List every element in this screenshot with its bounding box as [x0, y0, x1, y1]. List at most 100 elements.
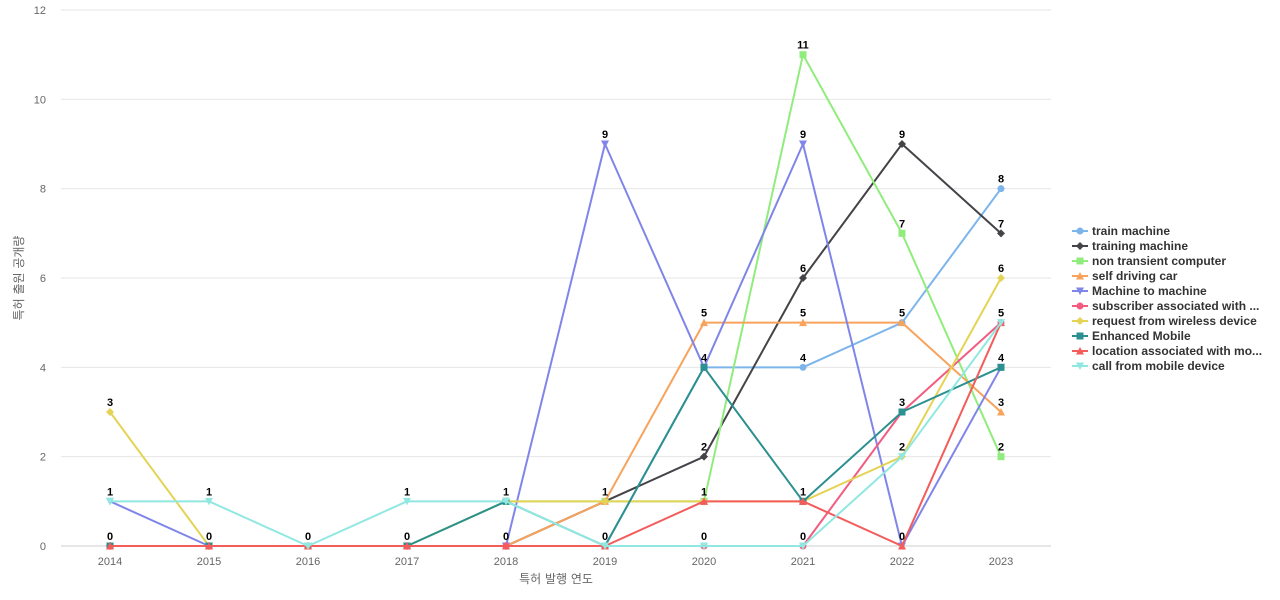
data-label: 4	[800, 352, 807, 364]
legend-item[interactable]: call from mobile device	[1072, 359, 1225, 373]
data-point	[997, 319, 1005, 327]
legend-label: Enhanced Mobile	[1092, 329, 1191, 343]
data-point	[799, 497, 807, 505]
legend-item[interactable]: location associated with mo...	[1072, 344, 1262, 358]
x-tick-label: 2019	[593, 556, 617, 568]
legend-label: subscriber associated with ...	[1092, 299, 1259, 313]
data-point	[502, 497, 510, 506]
data-label: 4	[701, 352, 708, 364]
data-label: 9	[800, 129, 806, 141]
data-label: 1	[404, 486, 410, 498]
data-point	[106, 497, 114, 506]
legend-label: location associated with mo...	[1092, 344, 1262, 358]
legend-item[interactable]: Machine to machine	[1072, 284, 1207, 298]
series-line	[109, 321, 1002, 547]
data-point	[898, 453, 906, 461]
data-point	[304, 542, 312, 550]
legend-label: non transient computer	[1092, 254, 1226, 268]
legend-marker	[1076, 242, 1084, 250]
series-group	[106, 51, 1005, 550]
x-axis-title: 특허 발행 연도	[519, 571, 593, 586]
data-point	[601, 140, 609, 148]
data-label: 0	[404, 531, 410, 543]
data-point	[898, 542, 906, 550]
data-point	[799, 274, 807, 282]
data-label: 2	[998, 442, 1004, 454]
series-7	[106, 274, 1005, 550]
data-label: 1	[701, 486, 707, 498]
series-line	[109, 277, 1002, 547]
legend-item[interactable]: non transient computer	[1072, 254, 1226, 268]
data-point	[799, 140, 807, 148]
data-point	[799, 318, 807, 327]
legend-marker	[1076, 287, 1084, 295]
legend-item[interactable]: training machine	[1072, 239, 1188, 253]
legend-item[interactable]: train machine	[1072, 224, 1170, 238]
grid	[61, 9, 1051, 547]
data-point	[700, 363, 708, 371]
data-label: 5	[998, 308, 1004, 320]
data-label: 0	[107, 531, 113, 543]
data-label: 6	[998, 263, 1004, 275]
legend-marker	[1076, 227, 1084, 235]
x-tick-label: 2018	[494, 556, 518, 568]
data-point	[997, 274, 1005, 282]
data-label: 3	[107, 397, 113, 409]
y-tick-label: 4	[40, 362, 46, 374]
data-point	[700, 542, 708, 550]
data-label: 0	[800, 531, 806, 543]
series-line	[109, 143, 1002, 547]
data-label: 0	[899, 531, 905, 543]
series-3	[106, 51, 1005, 550]
data-label: 1	[800, 486, 806, 498]
data-point	[403, 542, 411, 550]
data-point	[700, 497, 708, 505]
data-point	[997, 408, 1005, 416]
data-label: 4	[998, 352, 1005, 364]
legend-item[interactable]: Enhanced Mobile	[1072, 329, 1191, 343]
data-point	[997, 453, 1005, 461]
series-line	[109, 321, 1002, 547]
data-label: 0	[305, 531, 311, 543]
data-point	[997, 363, 1005, 371]
legend-item[interactable]: subscriber associated with ...	[1072, 299, 1259, 313]
y-tick-label: 2	[40, 452, 46, 464]
x-tick-label: 2022	[890, 556, 914, 568]
data-point	[799, 51, 807, 59]
data-label: 0	[602, 531, 608, 543]
legend-label: call from mobile device	[1092, 359, 1225, 373]
data-label: 0	[206, 531, 212, 543]
legend-marker	[1076, 272, 1084, 280]
legend-item[interactable]: self driving car	[1072, 269, 1178, 283]
y-tick-label: 8	[40, 184, 46, 196]
series-10	[106, 319, 1005, 550]
y-tick-label: 6	[40, 273, 46, 285]
data-label: 1	[107, 486, 113, 498]
data-point	[997, 185, 1005, 193]
data-label: 6	[800, 263, 806, 275]
data-point	[700, 318, 708, 327]
data-point	[898, 318, 906, 327]
legend-label: request from wireless device	[1092, 314, 1257, 328]
legend-marker	[1076, 257, 1084, 265]
data-label: 9	[899, 129, 905, 141]
legend-item[interactable]: request from wireless device	[1072, 314, 1257, 328]
data-point	[205, 542, 213, 550]
legend-marker	[1076, 332, 1084, 340]
data-label: 5	[701, 308, 707, 320]
legend-label: train machine	[1092, 224, 1170, 238]
data-point	[601, 542, 609, 550]
data-label: 1	[206, 486, 212, 498]
data-point	[700, 452, 708, 461]
x-tick-label: 2014	[98, 556, 122, 568]
data-point	[106, 542, 114, 550]
legend-label: training machine	[1092, 239, 1188, 253]
data-label: 5	[899, 308, 905, 320]
legend-marker	[1076, 317, 1084, 325]
data-point	[106, 408, 114, 416]
x-tick-label: 2017	[395, 556, 419, 568]
data-label: 7	[998, 218, 1004, 230]
y-tick-label: 0	[40, 541, 46, 553]
